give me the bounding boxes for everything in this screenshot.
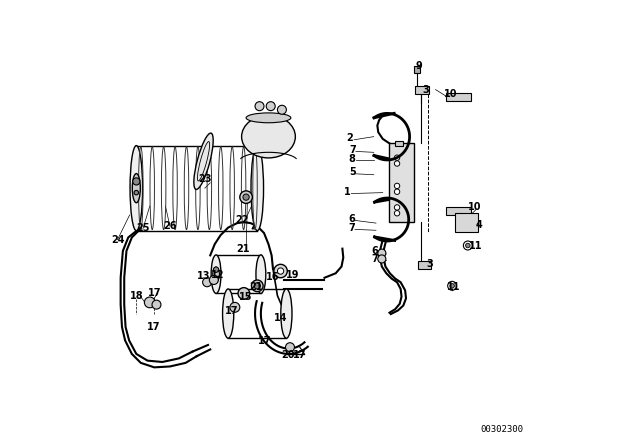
Text: 23: 23 bbox=[198, 174, 212, 184]
Bar bbox=[414, 66, 420, 73]
Text: 22: 22 bbox=[235, 215, 248, 224]
Circle shape bbox=[213, 276, 219, 281]
Circle shape bbox=[240, 191, 252, 203]
Text: 3: 3 bbox=[426, 259, 433, 269]
Circle shape bbox=[213, 267, 219, 272]
Circle shape bbox=[394, 205, 400, 210]
Ellipse shape bbox=[242, 115, 296, 158]
Circle shape bbox=[266, 102, 275, 111]
Text: 16: 16 bbox=[266, 272, 280, 282]
Text: 5: 5 bbox=[349, 168, 356, 177]
Text: 24: 24 bbox=[111, 235, 124, 245]
Circle shape bbox=[274, 264, 287, 278]
Text: 11: 11 bbox=[447, 282, 460, 292]
Ellipse shape bbox=[246, 113, 291, 123]
Text: 10: 10 bbox=[468, 202, 481, 212]
Text: 8: 8 bbox=[349, 154, 356, 164]
Circle shape bbox=[450, 284, 454, 288]
Circle shape bbox=[378, 249, 386, 257]
Text: 17: 17 bbox=[147, 322, 160, 332]
Text: 17: 17 bbox=[225, 306, 239, 316]
Text: 7: 7 bbox=[349, 145, 356, 155]
Circle shape bbox=[465, 243, 470, 248]
Circle shape bbox=[230, 302, 240, 312]
Circle shape bbox=[277, 268, 284, 274]
Circle shape bbox=[394, 189, 400, 194]
Text: 20: 20 bbox=[281, 350, 294, 360]
Bar bbox=[415, 86, 429, 94]
Text: 18: 18 bbox=[129, 291, 143, 301]
Circle shape bbox=[145, 297, 155, 308]
Text: 21: 21 bbox=[249, 282, 262, 292]
Circle shape bbox=[238, 288, 250, 299]
Bar bbox=[418, 261, 431, 269]
Circle shape bbox=[394, 161, 400, 166]
Ellipse shape bbox=[130, 146, 143, 231]
Text: 19: 19 bbox=[285, 270, 299, 280]
Bar bbox=[455, 213, 477, 232]
Circle shape bbox=[378, 255, 386, 263]
Circle shape bbox=[285, 343, 294, 352]
Ellipse shape bbox=[212, 267, 220, 281]
Circle shape bbox=[277, 105, 287, 114]
Circle shape bbox=[134, 190, 138, 195]
Text: 17: 17 bbox=[147, 289, 161, 298]
Text: 12: 12 bbox=[211, 270, 225, 280]
Ellipse shape bbox=[211, 255, 221, 293]
Ellipse shape bbox=[132, 173, 140, 202]
Circle shape bbox=[252, 280, 263, 292]
Text: 9: 9 bbox=[415, 61, 422, 71]
Circle shape bbox=[463, 241, 472, 250]
Circle shape bbox=[209, 276, 218, 284]
Circle shape bbox=[447, 281, 457, 290]
Bar bbox=[446, 207, 471, 215]
Text: 17: 17 bbox=[293, 350, 307, 360]
Text: 7: 7 bbox=[372, 254, 378, 264]
Ellipse shape bbox=[223, 289, 234, 338]
Text: 7: 7 bbox=[348, 223, 355, 233]
Text: 14: 14 bbox=[274, 313, 287, 323]
Circle shape bbox=[243, 194, 249, 200]
Ellipse shape bbox=[251, 146, 264, 231]
Text: 3: 3 bbox=[422, 85, 429, 95]
Circle shape bbox=[132, 178, 140, 185]
Bar bbox=[446, 93, 471, 101]
Text: 10: 10 bbox=[444, 89, 458, 99]
Text: 17: 17 bbox=[258, 336, 271, 346]
Text: 26: 26 bbox=[163, 221, 177, 231]
Text: 2: 2 bbox=[347, 133, 353, 143]
Circle shape bbox=[203, 278, 212, 287]
Text: 11: 11 bbox=[469, 241, 483, 250]
Ellipse shape bbox=[256, 255, 266, 293]
Text: 4: 4 bbox=[476, 220, 483, 230]
Text: 21: 21 bbox=[236, 244, 250, 254]
Circle shape bbox=[394, 183, 400, 189]
Circle shape bbox=[152, 300, 161, 309]
Text: 15: 15 bbox=[239, 292, 253, 302]
Text: 6: 6 bbox=[348, 214, 355, 224]
Text: 6: 6 bbox=[372, 246, 378, 256]
Bar bbox=[396, 141, 403, 146]
Text: 13: 13 bbox=[196, 271, 211, 281]
Ellipse shape bbox=[194, 133, 213, 190]
Ellipse shape bbox=[281, 289, 292, 338]
Circle shape bbox=[255, 102, 264, 111]
Text: 1: 1 bbox=[344, 187, 351, 197]
Bar bbox=[389, 143, 414, 222]
Circle shape bbox=[394, 155, 400, 160]
Text: 25: 25 bbox=[136, 224, 150, 233]
Text: 00302300: 00302300 bbox=[480, 425, 523, 434]
Circle shape bbox=[254, 283, 260, 289]
Circle shape bbox=[394, 211, 400, 216]
